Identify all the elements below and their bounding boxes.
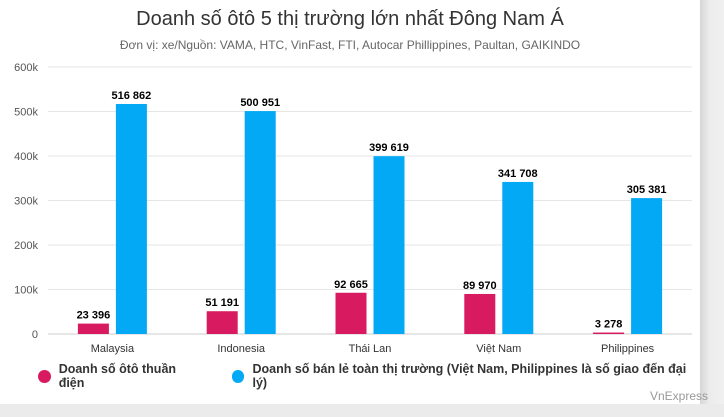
- legend-item-total[interactable]: Doanh số bán lẻ toàn thị trường (Việt Na…: [231, 362, 694, 390]
- bar-total[interactable]: [115, 103, 147, 335]
- bar-chart: 0 100k 200k 300k 400k 500k 600k 23 396 516 862 5…: [14, 62, 692, 355]
- x-tick-label: Việt Nam: [476, 343, 521, 355]
- x-tick-label: Indonesia: [217, 343, 266, 355]
- data-label: 305 381: [627, 184, 667, 196]
- bar-ev[interactable]: [77, 323, 109, 334]
- bar-ev[interactable]: [206, 311, 238, 334]
- data-label: 516 862: [112, 90, 152, 102]
- bar-total[interactable]: [373, 156, 405, 334]
- data-label: 51 191: [205, 297, 239, 309]
- y-tick-label: 400k: [14, 151, 38, 163]
- y-tick-label: 100k: [14, 285, 38, 297]
- data-label: 92 665: [334, 279, 368, 291]
- bars: [77, 103, 663, 335]
- bar-total[interactable]: [631, 198, 663, 334]
- y-tick-label: 200k: [14, 240, 38, 252]
- bar-ev[interactable]: [464, 293, 496, 334]
- source-credit: VnExpress: [649, 389, 708, 403]
- bar-total[interactable]: [244, 111, 276, 334]
- x-tick-label: Philippines: [601, 343, 655, 355]
- data-label: 341 708: [498, 168, 538, 180]
- bar-total[interactable]: [502, 181, 534, 334]
- chart-subtitle: Đơn vị: xe/Nguồn: VAMA, HTC, VinFast, FT…: [119, 38, 581, 52]
- legend: Doanh số ôtô thuần điện Doanh số bán lẻ …: [38, 362, 724, 390]
- card-shadow: [700, 0, 724, 417]
- legend-swatch-total: [231, 369, 245, 383]
- chart-title: Doanh số ôtô 5 thị trường lớn nhất Đông …: [136, 8, 564, 30]
- y-tick-label: 300k: [14, 196, 38, 208]
- y-tick-label: 500k: [14, 107, 38, 119]
- y-axis: 0 100k 200k 300k 400k 500k 600k: [14, 62, 38, 341]
- grid-lines: [48, 66, 692, 335]
- data-labels: 23 396 516 862 51 191 500 951 92 665 399 619 8…: [77, 90, 667, 331]
- legend-label-total: Doanh số bán lẻ toàn thị trường (Việt Na…: [252, 362, 687, 390]
- legend-swatch-ev: [38, 369, 51, 383]
- bar-ev[interactable]: [335, 292, 367, 334]
- x-tick-label: Malaysia: [91, 343, 135, 355]
- legend-item-ev[interactable]: Doanh số ôtô thuần điện: [38, 362, 202, 390]
- bar-ev[interactable]: [593, 332, 625, 334]
- data-label: 500 951: [240, 97, 280, 109]
- data-label: 23 396: [77, 310, 111, 322]
- x-tick-label: Thái Lan: [349, 343, 392, 355]
- page-background: [0, 404, 724, 417]
- y-tick-label: 0: [32, 329, 38, 341]
- data-label: 89 970: [463, 280, 497, 292]
- y-tick-label: 600k: [14, 62, 38, 74]
- data-label: 3 278: [595, 319, 623, 331]
- x-axis: Malaysia Indonesia Thái Lan Việt Nam Philipp…: [91, 343, 655, 355]
- data-label: 399 619: [369, 142, 409, 154]
- legend-label-ev: Doanh số ôtô thuần điện: [58, 362, 177, 390]
